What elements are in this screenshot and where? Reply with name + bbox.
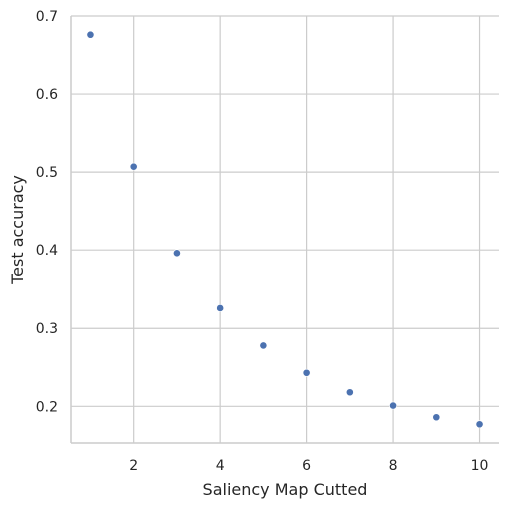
x-axis-label: Saliency Map Cutted [203, 480, 368, 499]
x-tick-label: 8 [389, 458, 398, 474]
data-point [432, 413, 441, 422]
data-point [389, 401, 397, 410]
grid [71, 15, 499, 443]
axes-spines [70, 16, 499, 444]
y-tick-label: 0.3 [36, 321, 58, 337]
data-points [86, 30, 484, 429]
y-tick-label: 0.6 [36, 87, 58, 103]
x-tick-label: 4 [216, 458, 225, 474]
x-tick-label: 6 [302, 458, 311, 474]
data-point [475, 420, 484, 429]
data-point [129, 162, 138, 171]
data-point [259, 341, 268, 350]
data-point [173, 249, 181, 258]
data-point [302, 368, 311, 377]
x-tick-label: 10 [471, 458, 489, 474]
data-point [345, 388, 354, 397]
y-tick-label: 0.5 [36, 165, 58, 181]
x-tick-label: 2 [129, 458, 138, 474]
data-point [86, 30, 95, 39]
y-tick-label: 0.7 [36, 9, 58, 25]
y-axis-label: Test accuracy [8, 175, 27, 285]
x-tick-labels: 2 4 6 8 10 [129, 458, 488, 474]
y-tick-labels: 0.2 0.3 0.4 0.5 0.6 0.7 [36, 9, 58, 415]
data-point [216, 304, 225, 312]
y-tick-label: 0.4 [36, 243, 58, 259]
y-tick-label: 0.2 [36, 399, 58, 415]
